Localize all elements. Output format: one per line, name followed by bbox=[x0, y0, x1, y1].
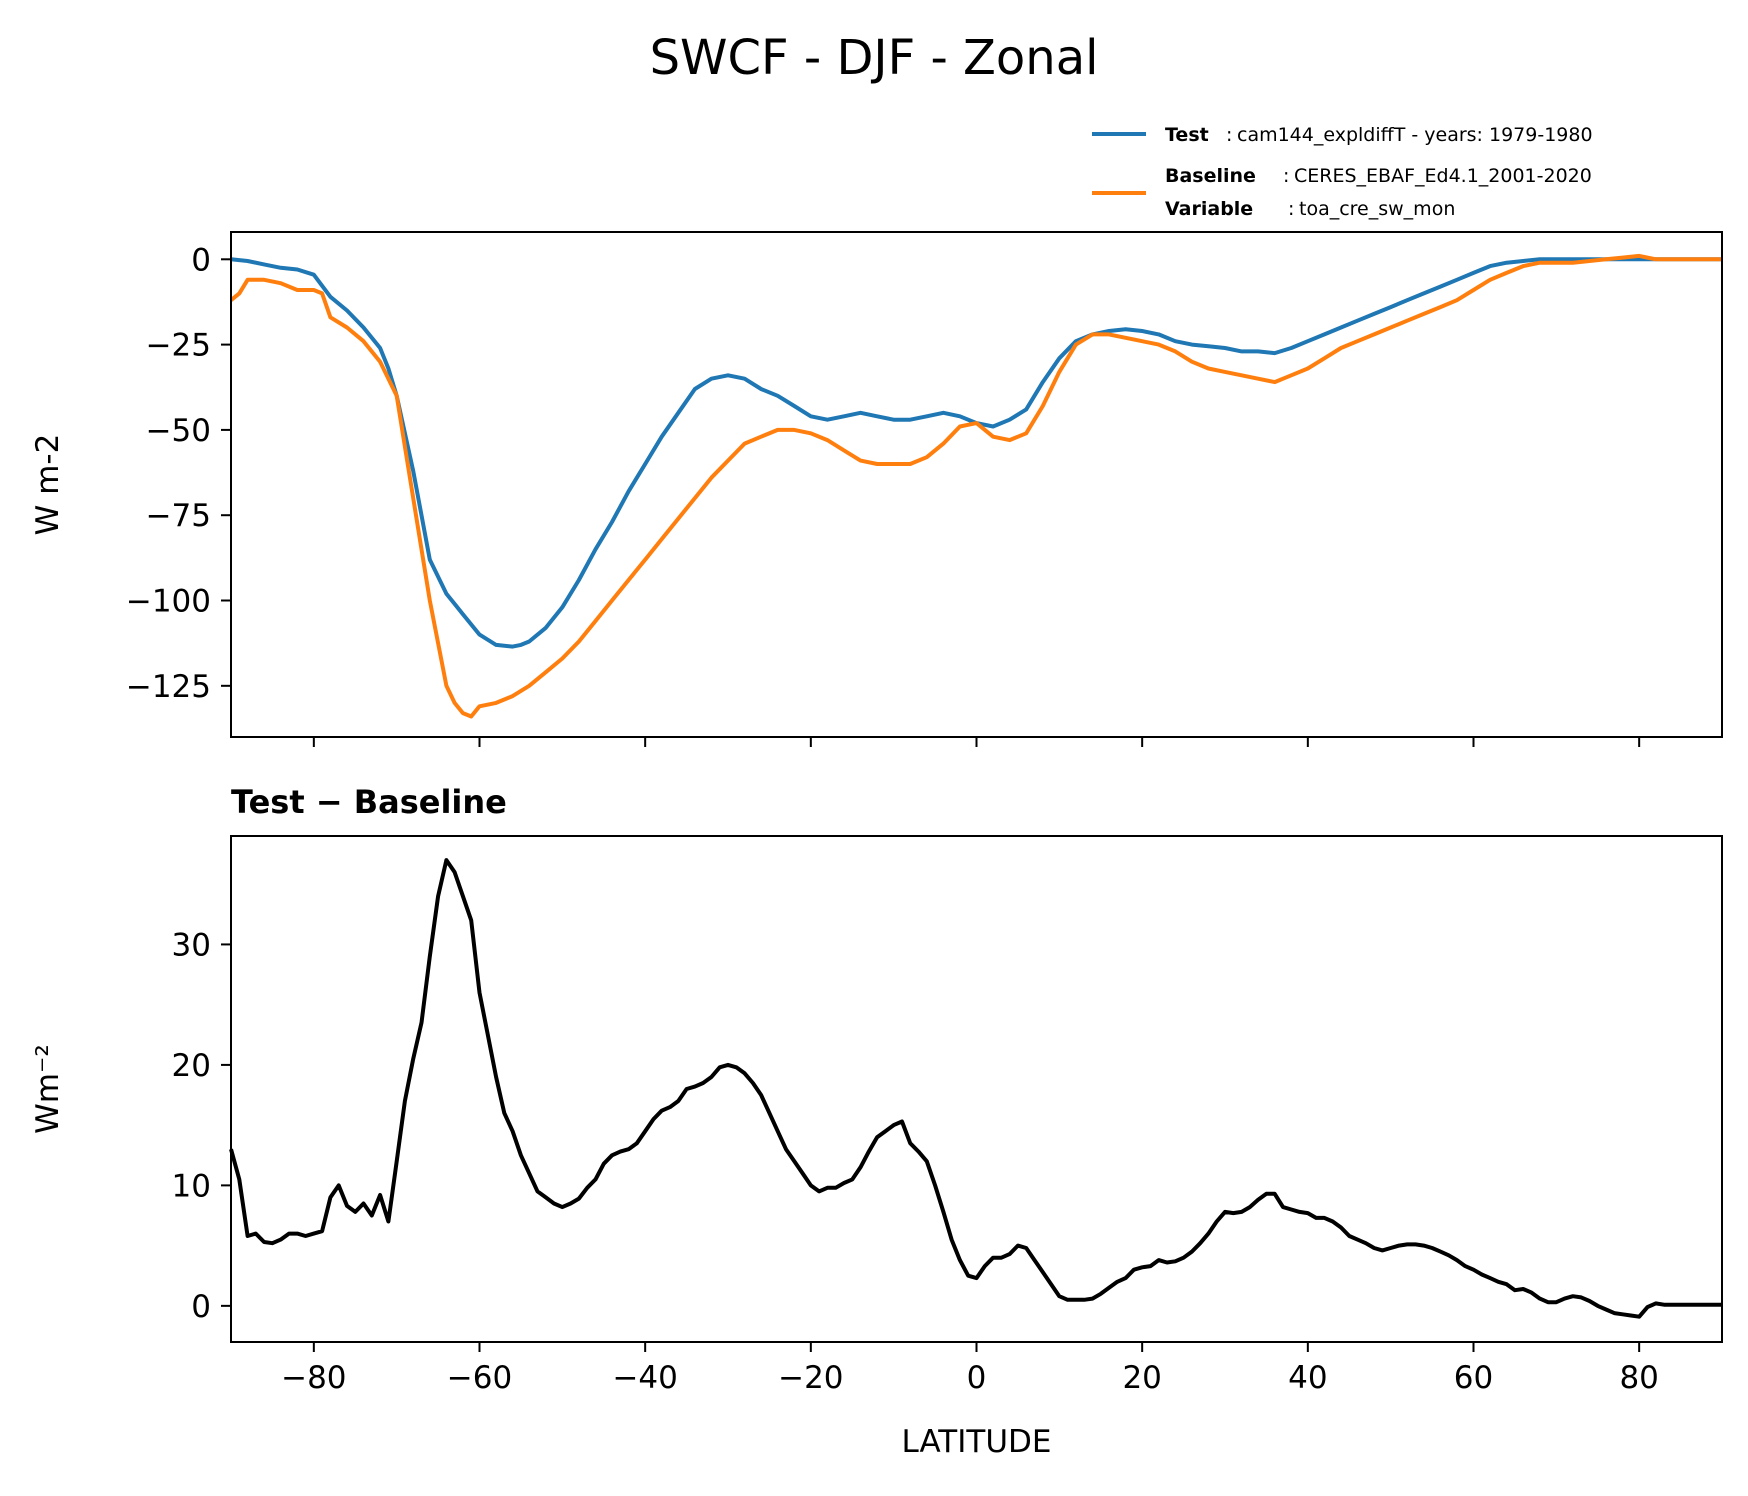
bottom-series bbox=[229, 858, 1722, 1319]
bottom-y-tick-label: 10 bbox=[172, 1168, 211, 1204]
top-y-tick-label: −50 bbox=[146, 413, 211, 449]
bottom-panel-title: Test − Baseline bbox=[231, 783, 507, 821]
x-tick-label: 20 bbox=[1122, 1360, 1161, 1396]
top-y-axis-label: W m-2 bbox=[30, 434, 66, 536]
top-axes-frame bbox=[230, 231, 1723, 738]
top-y-ticks: 0 −25 −50 −75 −100 −125 bbox=[126, 242, 231, 705]
bottom-axes-frame bbox=[230, 835, 1723, 1343]
top-y-tick-label: −75 bbox=[146, 498, 211, 534]
bottom-y-tick-label: 20 bbox=[172, 1048, 211, 1084]
x-tick-label: 60 bbox=[1454, 1360, 1493, 1396]
legend-baseline-value: CERES_EBAF_Ed4.1_2001-2020 bbox=[1294, 165, 1592, 187]
x-tick-label: 40 bbox=[1288, 1360, 1327, 1396]
bottom-y-ticks: 0 10 20 30 bbox=[172, 927, 231, 1325]
x-tick-label: 80 bbox=[1619, 1360, 1658, 1396]
figure-title: SWCF - DJF - Zonal bbox=[650, 30, 1099, 86]
top-x-ticks bbox=[312, 737, 1641, 747]
top-y-tick-label: −25 bbox=[146, 328, 211, 364]
legend-test-colon: : bbox=[1226, 124, 1232, 146]
top-panel: 0 −25 −50 −75 −100 −125 W m-2 bbox=[30, 231, 1723, 747]
x-tick-label: −60 bbox=[447, 1360, 512, 1396]
legend-test-key: Test bbox=[1165, 124, 1209, 146]
legend: Test : cam144_expldiffT - years: 1979-19… bbox=[1092, 124, 1593, 220]
top-series-line-test bbox=[230, 257, 1722, 649]
bottom-y-tick-label: 0 bbox=[191, 1289, 211, 1325]
x-tick-label: −20 bbox=[778, 1360, 843, 1396]
top-series-line-baseline bbox=[229, 253, 1722, 719]
legend-variable-colon: : bbox=[1288, 198, 1294, 220]
top-y-tick-label: −125 bbox=[126, 669, 211, 705]
top-series bbox=[229, 253, 1722, 719]
legend-variable-value: toa_cre_sw_mon bbox=[1299, 198, 1455, 220]
legend-test-value: cam144_expldiffT - years: 1979-1980 bbox=[1237, 124, 1593, 146]
x-tick-label: 0 bbox=[967, 1360, 987, 1396]
legend-baseline-key: Baseline bbox=[1165, 165, 1256, 187]
legend-variable-key: Variable bbox=[1165, 198, 1253, 220]
top-y-tick-label: −100 bbox=[126, 584, 211, 620]
x-tick-label: −40 bbox=[612, 1360, 677, 1396]
bottom-y-axis-label: Wm⁻² bbox=[30, 1044, 66, 1134]
top-y-tick-label: 0 bbox=[191, 242, 211, 278]
bottom-series-line-test-baseline bbox=[229, 858, 1722, 1319]
x-axis-label: LATITUDE bbox=[902, 1424, 1052, 1460]
legend-baseline-colon: : bbox=[1283, 165, 1289, 187]
bottom-y-tick-label: 30 bbox=[172, 927, 211, 963]
x-tick-label: −80 bbox=[281, 1360, 346, 1396]
bottom-x-ticks: −80 −60 −40 −20 0 20 40 60 80 bbox=[281, 1342, 1659, 1396]
bottom-panel: Test − Baseline 0 10 20 30 −80 −60 −40 −20 0 20 4… bbox=[30, 783, 1723, 1460]
